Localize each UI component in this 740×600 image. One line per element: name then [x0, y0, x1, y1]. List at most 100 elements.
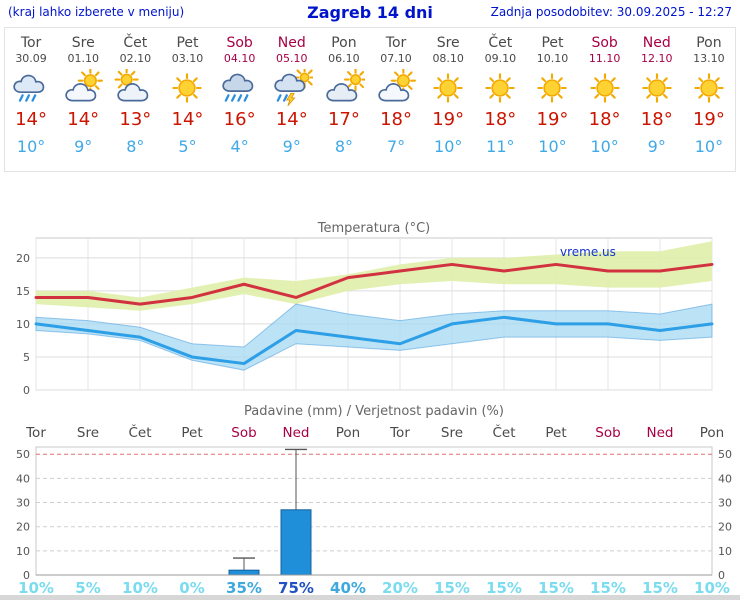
- day-date: 05.10: [276, 52, 308, 65]
- y-axis-tick-label: 15: [16, 285, 30, 298]
- day-date: 09.10: [484, 52, 517, 65]
- precip-probability-label: 10%: [122, 579, 158, 597]
- day-label: Čet: [492, 423, 515, 441]
- max-temp: 14°: [275, 109, 308, 130]
- sunny-icon: [642, 73, 672, 103]
- min-temp: 9°: [282, 137, 301, 156]
- day-column: Čet 09.10 18° 11°: [474, 28, 526, 171]
- max-temperature-line: [34, 262, 714, 306]
- heavy-rain-icon: [221, 73, 253, 102]
- y-axis-tick-label-left: 10: [16, 545, 30, 558]
- storm-icon: [274, 69, 313, 107]
- precip-probability-label: 15%: [538, 579, 574, 597]
- y-axis-tick-label: 10: [16, 318, 30, 331]
- y-axis-tick-label-left: 40: [16, 472, 30, 485]
- min-temp: 10°: [590, 137, 619, 156]
- precipitation-bar: [228, 569, 260, 576]
- y-axis-tick-label-right: 50: [718, 448, 732, 461]
- y-axis-tick-label-right: 10: [718, 545, 732, 558]
- day-icon-wrap: [683, 68, 735, 108]
- day-label: Pon: [336, 425, 360, 441]
- day-date: 01.10: [67, 52, 99, 65]
- day-column: Sob 04.10 16° 4°: [214, 28, 266, 171]
- max-temp: 16°: [223, 109, 256, 130]
- temp-chart-title: Temperatura (°C): [317, 221, 430, 236]
- day-icon-wrap: [526, 68, 578, 108]
- day-name: Pon: [696, 35, 722, 51]
- day-date: 06.10: [328, 52, 360, 65]
- day-column: Tor 30.09 14° 10°: [5, 28, 57, 171]
- max-temp: 18°: [640, 109, 673, 130]
- day-label: Sob: [231, 425, 256, 441]
- watermark-link[interactable]: vreme.us: [560, 245, 616, 259]
- y-axis-tick-label-left: 0: [23, 569, 30, 582]
- day-icon-wrap: [214, 68, 266, 108]
- precip-probability-label: 40%: [330, 579, 366, 597]
- day-icon-wrap: [161, 68, 213, 108]
- min-temp: 11°: [486, 137, 515, 156]
- sunny-icon: [172, 73, 203, 103]
- precip-probability-label: 75%: [278, 579, 314, 597]
- day-name: Sob: [591, 35, 618, 51]
- y-axis-tick-label-right: 30: [718, 497, 732, 510]
- day-label: Pon: [700, 425, 724, 441]
- min-temp: 10°: [434, 137, 463, 156]
- precipitation-bar: [280, 509, 312, 576]
- temperature-band: [35, 303, 713, 371]
- day-column: Sre 01.10 14° 9°: [57, 28, 109, 171]
- sunny-icon: [694, 73, 724, 103]
- day-column: Pet 10.10 19° 10°: [526, 28, 578, 171]
- max-temp: 14°: [171, 109, 204, 130]
- day-name: Sob: [226, 35, 253, 51]
- day-name: Pon: [331, 35, 357, 51]
- day-column: Pon 13.10 19° 10°: [683, 28, 735, 171]
- min-temp: 4°: [230, 137, 249, 156]
- day-column: Čet 02.10 13° 8°: [109, 28, 161, 171]
- day-icon-wrap: [109, 68, 161, 108]
- day-name: Čet: [488, 35, 513, 51]
- day-label: Sre: [441, 425, 463, 441]
- precip-probability-label: 15%: [590, 579, 626, 597]
- last-updated: Zadnja posodobitev: 30.09.2025 - 12:27: [490, 5, 732, 19]
- day-date: 07.10: [380, 52, 412, 65]
- day-icon-wrap: [474, 68, 526, 108]
- sun-cloud-icon: [65, 69, 104, 102]
- sunny-icon: [537, 73, 568, 103]
- precip-probability-label: 35%: [226, 579, 262, 597]
- day-name: Tor: [385, 35, 407, 51]
- precip-probability-label: 0%: [179, 579, 204, 597]
- footer-bar: [0, 595, 740, 600]
- min-temp: 10°: [16, 137, 46, 156]
- day-column: Ned 05.10 14° 9°: [266, 28, 318, 171]
- day-name: Pet: [541, 35, 564, 51]
- day-column: Sre 08.10 19° 10°: [422, 28, 474, 171]
- cloud-sun-icon: [114, 69, 149, 102]
- day-date: 02.10: [119, 52, 152, 65]
- min-temp: 10°: [694, 137, 724, 156]
- day-date: 04.10: [223, 52, 256, 65]
- min-temp: 9°: [647, 137, 666, 156]
- day-column: Pon 06.10 17° 8°: [318, 28, 370, 171]
- sunny-icon: [589, 73, 620, 103]
- precip-plot-area: [35, 446, 713, 576]
- precip-probability-label: 20%: [382, 579, 418, 597]
- precip-chart-svg: Padavine (mm) / Verjetnost padavin (%) To…: [16, 404, 732, 597]
- temperature-chart: Temperatura (°C) 0 5 10 15 20 vreme.us: [0, 220, 740, 400]
- y-axis-tick-label-left: 20: [16, 521, 30, 534]
- day-icon-wrap: [631, 68, 683, 108]
- y-axis-tick-label-left: 50: [16, 448, 30, 461]
- min-temp: 9°: [74, 137, 93, 156]
- forecast-strip: Tor 30.09 14° 10° Sre 01.10 14° 9° Čet 0…: [4, 27, 736, 172]
- precip-probability-label: 15%: [642, 579, 678, 597]
- max-temp: 19°: [692, 109, 725, 130]
- day-date: 30.09: [15, 52, 47, 65]
- min-temp: 8°: [334, 137, 353, 156]
- max-temp: 18°: [380, 109, 412, 130]
- sunny-icon: [485, 73, 516, 103]
- precip-probability-label: 10%: [694, 579, 730, 597]
- day-icon-wrap: [422, 68, 474, 108]
- day-label: Pet: [181, 425, 202, 441]
- min-temp: 7°: [386, 137, 406, 156]
- y-axis-tick-label: 0: [23, 384, 30, 397]
- day-name: Pet: [176, 35, 199, 51]
